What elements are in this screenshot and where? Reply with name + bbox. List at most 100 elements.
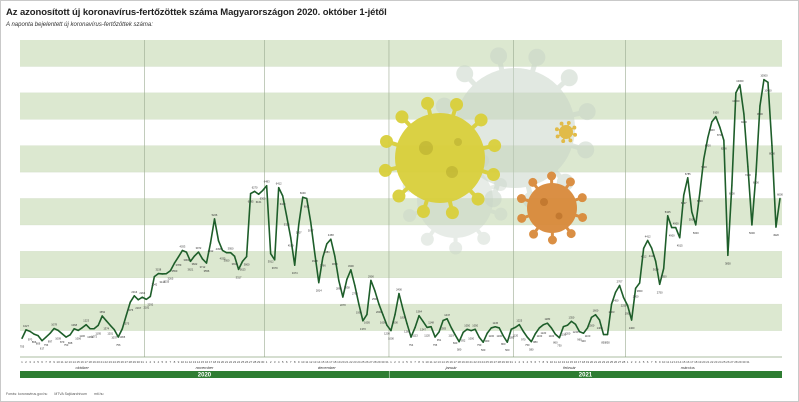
data-label: 1223 [83, 319, 89, 323]
x-tick-label: 18 [333, 360, 337, 364]
x-tick-label: 6 [647, 360, 649, 364]
x-tick-label: 12 [189, 360, 193, 364]
data-point [735, 92, 737, 94]
data-point [667, 215, 669, 217]
grid-band [20, 40, 782, 67]
x-tick-label: 21 [594, 360, 598, 364]
grid-band [20, 304, 782, 331]
data-point [334, 255, 336, 257]
data-point [699, 192, 701, 194]
data-point [89, 328, 91, 330]
x-tick-label: 6 [286, 360, 288, 364]
x-tick-label: 9 [178, 360, 180, 364]
data-point [249, 192, 252, 195]
data-point [474, 328, 476, 330]
data-label: 1383 [440, 326, 446, 330]
data-point [731, 184, 733, 186]
data-point [233, 255, 236, 257]
data-label: 2500 [372, 297, 378, 301]
data-point [426, 326, 428, 329]
x-tick-label: 13 [313, 360, 317, 364]
data-point [73, 328, 75, 330]
data-label: 5097 [308, 228, 314, 232]
data-point [462, 331, 464, 334]
x-tick-label: 4 [402, 360, 404, 364]
data-label: 6300 [260, 197, 266, 201]
virus-spike-tip [421, 96, 435, 110]
x-tick-label: 20 [466, 360, 470, 364]
x-tick-label: 1 [145, 360, 147, 364]
x-tick-label: 10 [662, 360, 666, 364]
year-label: 2020 [198, 373, 212, 379]
data-point [446, 318, 448, 320]
x-tick-label: 11 [61, 360, 64, 364]
data-point [554, 333, 557, 335]
data-point [538, 327, 541, 329]
x-tick-label: 26 [726, 360, 730, 364]
x-tick-label: 17 [690, 360, 694, 364]
data-label: 2700 [352, 292, 358, 296]
data-label: 1200 [384, 331, 390, 335]
data-label: 2750 [657, 290, 663, 294]
virus-spike-tip [450, 98, 464, 112]
data-label: 2600 [633, 294, 639, 298]
x-tick-label: 30 [742, 360, 746, 364]
data-point [526, 336, 529, 338]
data-label: 10400 [764, 88, 772, 92]
data-point [177, 256, 180, 258]
year-bar-2021 [389, 371, 782, 378]
x-tick-label: 19 [586, 360, 590, 364]
x-tick-label: 3 [274, 360, 276, 364]
data-label: 6161 [256, 200, 262, 204]
data-label: 951 [437, 338, 442, 342]
data-point [161, 273, 164, 275]
data-label: 1000 [388, 337, 394, 341]
data-point [185, 251, 188, 253]
data-point [21, 337, 23, 340]
x-tick-label: 26 [365, 360, 369, 364]
x-tick-label: 30 [261, 360, 265, 364]
data-point [386, 324, 388, 326]
data-point [574, 323, 577, 325]
data-label: 3712 [200, 265, 206, 269]
x-tick-label: 14 [678, 360, 682, 364]
data-label: 1120 [424, 333, 430, 337]
x-tick-label: 8 [294, 360, 296, 364]
data-point [570, 320, 573, 323]
x-tick-label: 18 [89, 360, 93, 364]
data-point [97, 324, 99, 327]
data-point [715, 115, 717, 118]
data-label: 1575 [123, 321, 129, 325]
data-label: 897 [48, 339, 53, 343]
data-point [582, 332, 585, 334]
data-point [618, 284, 621, 287]
data-label: 5000 [749, 231, 755, 235]
data-label: 2888 [336, 287, 342, 291]
data-label: 1078 [51, 323, 57, 327]
data-label: 970 [28, 337, 33, 341]
data-point [69, 334, 71, 336]
data-label: 1148 [428, 321, 434, 325]
x-tick-label: 29 [738, 360, 742, 364]
data-label: 4900 [669, 234, 675, 238]
data-label: 1996 [356, 310, 362, 314]
data-point [237, 268, 240, 271]
data-label: 705 [20, 344, 25, 348]
data-label: 1350 [569, 315, 575, 319]
x-tick-label: 31 [141, 360, 145, 364]
data-point [205, 262, 208, 264]
data-point [434, 336, 436, 338]
data-label: 3950 [224, 259, 230, 263]
x-tick-label: 13 [68, 360, 72, 364]
virus-spike-tip [547, 235, 557, 245]
x-tick-label: 1 [266, 360, 268, 364]
virus-spike-tip [560, 69, 578, 87]
data-label: 5500 [689, 218, 695, 222]
data-point [286, 215, 288, 218]
data-label: 3556 [204, 269, 210, 273]
data-point [614, 291, 617, 293]
data-point [586, 327, 589, 329]
data-point [149, 295, 152, 298]
x-tick-label: 27 [249, 360, 253, 364]
data-point [602, 333, 605, 336]
